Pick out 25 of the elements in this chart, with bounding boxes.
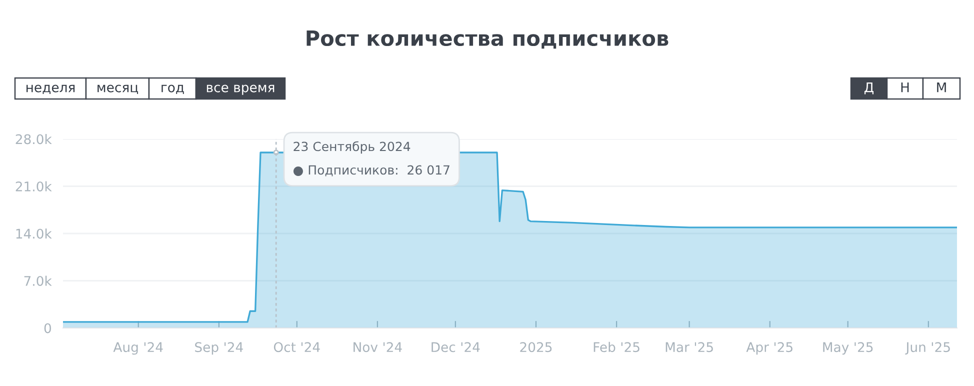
x-tick-label: Feb '25: [594, 342, 640, 352]
text: Д: [864, 82, 874, 94]
x-tick-label: Dec '24: [432, 342, 480, 352]
text: Н: [901, 82, 909, 92]
text: М: [937, 82, 946, 92]
x-tick-label: May '25: [823, 342, 873, 355]
x-tick-label: Jun '25: [905, 342, 950, 355]
y-tick-label: 28.0k: [16, 134, 52, 144]
x-tick-label: Apr '25: [746, 342, 792, 355]
y-tick-label: 21.0k: [16, 181, 52, 192]
y-tick-label: 0: [44, 323, 52, 334]
y-tick-label: 14.0k: [16, 228, 52, 239]
chart-title: Рост количества подписчиков: [306, 30, 668, 49]
text: неделя: [26, 84, 75, 94]
text: месяц: [98, 84, 138, 94]
x-tick-label: Oct '24: [274, 342, 320, 352]
x-tick-label: Aug '24: [113, 342, 163, 355]
y-tick-label: 7.0k: [24, 276, 52, 286]
x-tick-label: Sep '24: [195, 342, 243, 355]
text: год: [162, 84, 184, 94]
text: все время: [206, 84, 274, 95]
x-tick-label: Nov '24: [354, 342, 402, 352]
x-tick-label: 2025: [520, 342, 552, 352]
x-tick-label: Mar '25: [666, 342, 713, 352]
annotation: 23 Сентябрь 2024 ● Подписчиков: 26 017: [293, 141, 450, 176]
